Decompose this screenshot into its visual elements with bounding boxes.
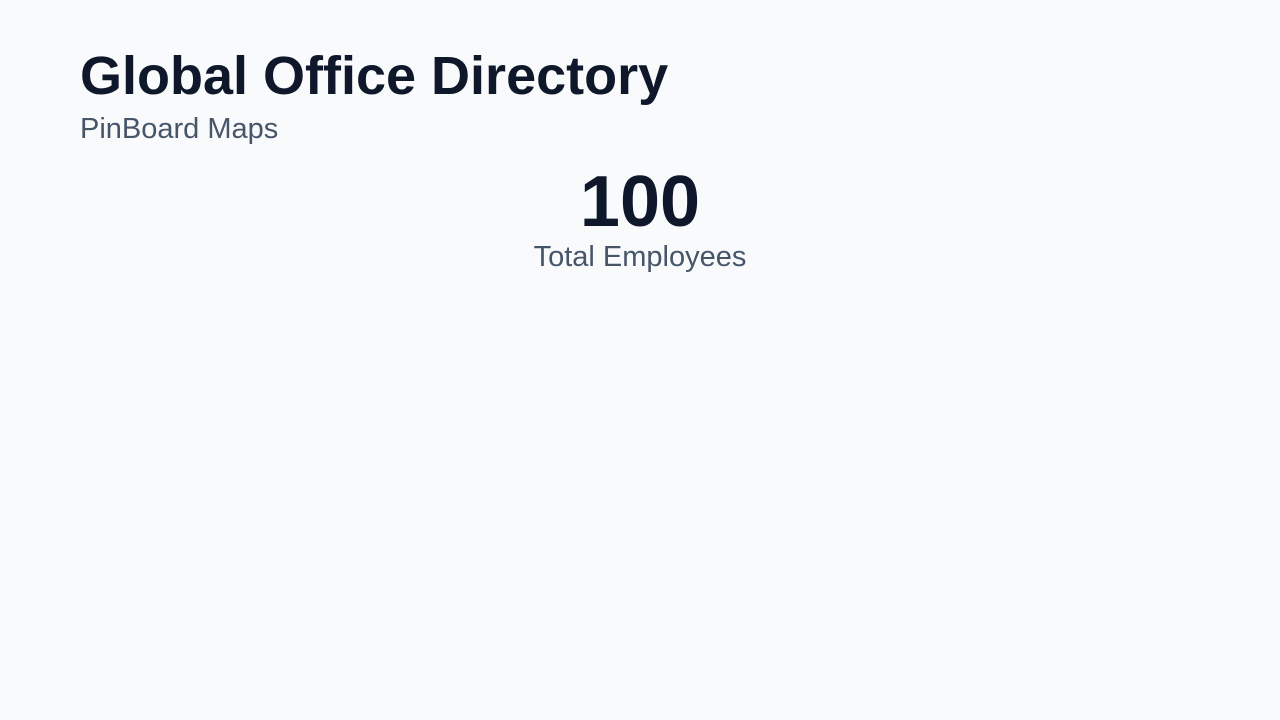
stat-label: Total Employees	[533, 241, 747, 273]
page-title: Global Office Directory	[80, 46, 669, 106]
page-subtitle: PinBoard Maps	[80, 113, 279, 145]
stat-block: 100 Total Employees	[0, 162, 1280, 272]
stat-value: 100	[579, 162, 701, 242]
